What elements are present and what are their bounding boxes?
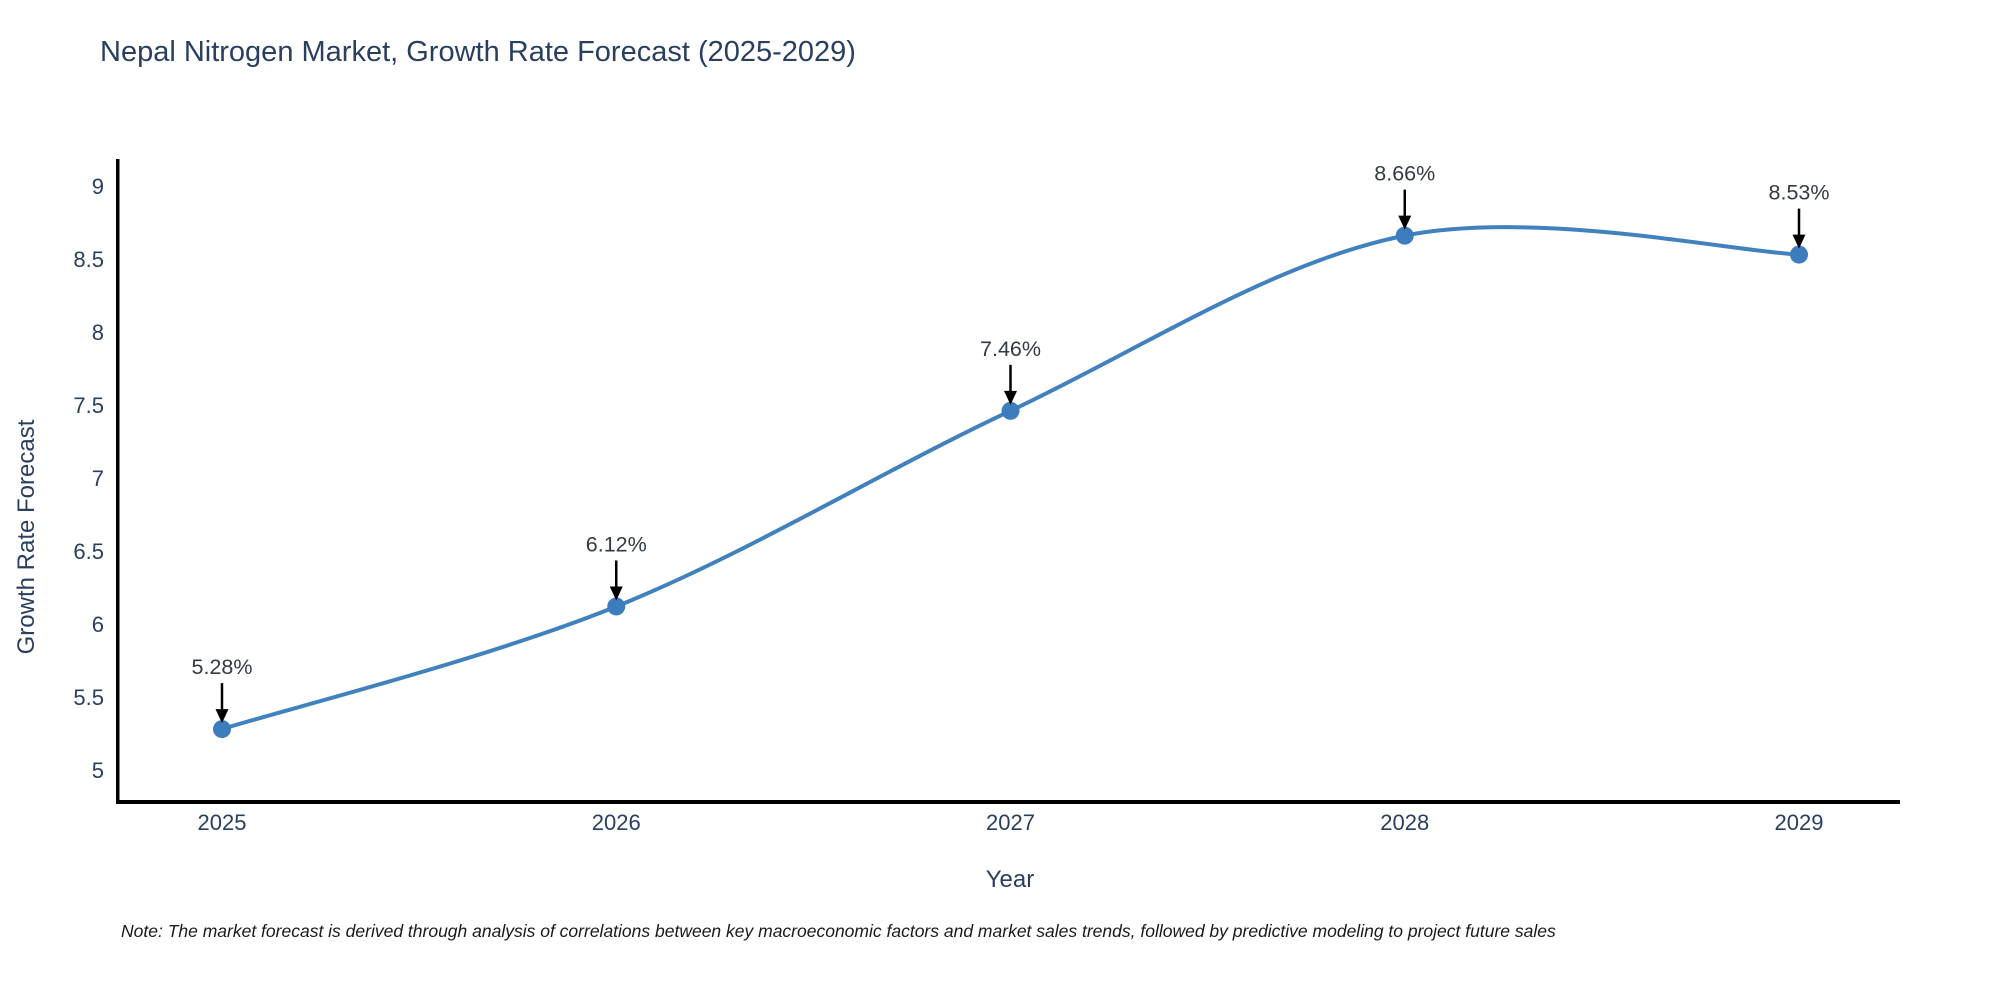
- x-tick-label: 2029: [1775, 810, 1824, 835]
- x-axis-line: [116, 800, 1900, 804]
- data-point-marker: [607, 597, 626, 616]
- data-point-marker: [1001, 401, 1020, 420]
- y-tick-label: 9: [92, 174, 104, 199]
- trend-line: [220, 225, 1801, 732]
- annotation-value-label: 5.28%: [192, 655, 253, 679]
- x-tick-label: 2026: [592, 810, 641, 835]
- annotation-value-label: 6.12%: [586, 532, 647, 556]
- annotation-arrowhead: [1004, 390, 1017, 405]
- footnote-text: Note: The market forecast is derived thr…: [121, 921, 1556, 941]
- x-axis-title: Year: [985, 866, 1035, 893]
- chart-title: Nepal Nitrogen Market, Growth Rate Forec…: [100, 36, 856, 68]
- data-point-marker: [1395, 226, 1414, 245]
- y-axis-line: [116, 159, 120, 804]
- annotation-arrowhead: [609, 586, 623, 601]
- annotation-arrowhead: [215, 709, 229, 724]
- annotation-value-label: 8.53%: [1769, 181, 1830, 205]
- annotation-value-label: 7.46%: [980, 337, 1041, 361]
- y-tick-label: 7.5: [73, 393, 104, 418]
- x-tick-label: 2028: [1380, 810, 1429, 835]
- annotation-arrowhead: [1398, 215, 1412, 230]
- data-point-marker: [213, 720, 231, 739]
- x-tick-label: 2027: [986, 810, 1035, 835]
- y-tick-label: 6.5: [73, 539, 104, 564]
- y-tick-label: 5: [92, 758, 104, 783]
- y-tick-label: 5.5: [73, 685, 104, 710]
- annotation-arrowhead: [1792, 234, 1806, 249]
- y-tick-label: 6: [92, 612, 104, 637]
- x-tick-label: 2025: [198, 810, 247, 835]
- data-point-marker: [1790, 245, 1808, 264]
- y-tick-label: 7: [92, 466, 104, 491]
- y-tick-label: 8.5: [73, 247, 104, 272]
- y-tick-label: 8: [92, 320, 104, 345]
- annotation-value-label: 8.66%: [1374, 162, 1435, 186]
